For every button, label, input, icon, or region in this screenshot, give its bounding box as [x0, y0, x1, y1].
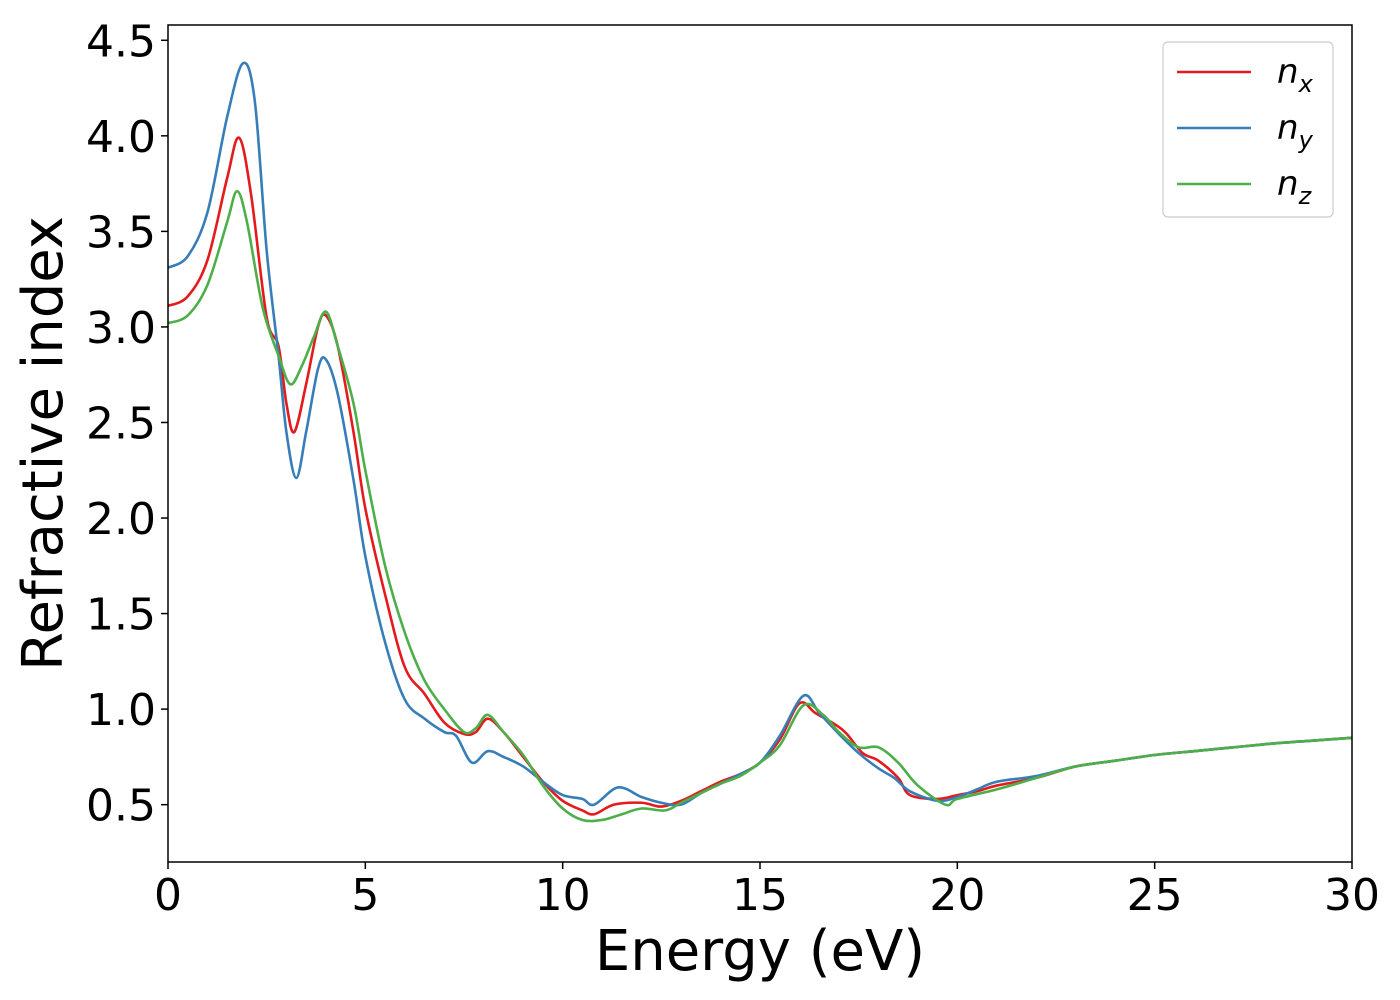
- x-tick-label: 15: [732, 870, 788, 921]
- x-axis-title: Energy (eV): [595, 919, 925, 984]
- x-tick-label: 25: [1127, 870, 1183, 921]
- y-tick-label: 3.0: [86, 303, 156, 354]
- x-tick-label: 10: [535, 870, 591, 921]
- x-tick-label: 5: [351, 870, 379, 921]
- x-tick-label: 0: [154, 870, 182, 921]
- x-tick-label: 30: [1324, 870, 1380, 921]
- legend: nx ny nz: [1162, 41, 1334, 218]
- legend-label: nz: [1277, 164, 1313, 210]
- y-tick-label: 4.0: [86, 112, 156, 163]
- legend-label: ny: [1277, 108, 1314, 154]
- series-line-nx: [168, 136, 1352, 816]
- y-tick-label: 1.0: [86, 685, 156, 736]
- series-line-nz: [168, 189, 1352, 823]
- y-tick-label: 1.5: [86, 590, 156, 641]
- y-tick-label: 2.5: [86, 398, 156, 449]
- y-tick-label: 0.5: [86, 781, 156, 832]
- x-tick-label: 20: [929, 870, 985, 921]
- legend-label: nx: [1277, 52, 1314, 98]
- y-axis-title: Refractive index: [11, 216, 76, 671]
- series-line-ny: [168, 61, 1352, 807]
- y-tick-label: 4.5: [86, 16, 156, 67]
- y-tick-label: 2.0: [86, 494, 156, 545]
- y-axis: 0.5 1.0 1.5 2.0 2.5 3.0 3.5 4.0 4.5: [86, 16, 168, 832]
- series-layer: [168, 61, 1352, 823]
- x-axis: 0 5 10 15 20 25 30: [154, 862, 1380, 921]
- y-tick-label: 3.5: [86, 207, 156, 258]
- legend-box: [1162, 41, 1334, 218]
